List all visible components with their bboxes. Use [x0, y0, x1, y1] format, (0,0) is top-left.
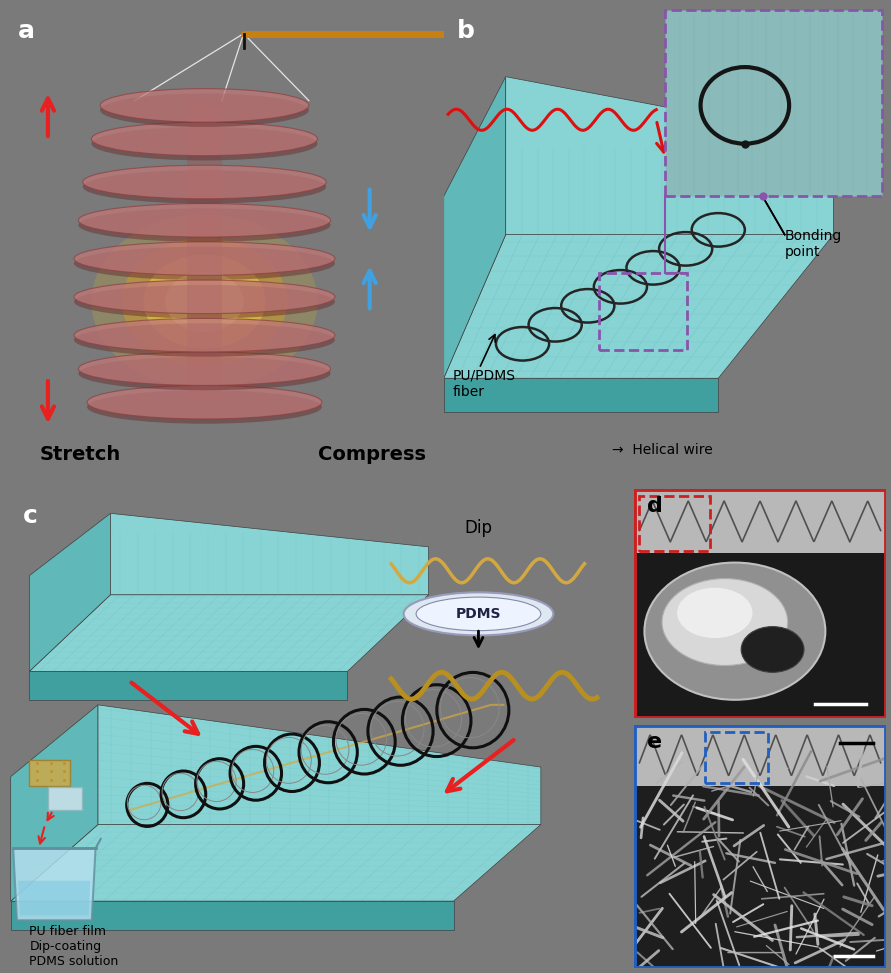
Ellipse shape [74, 323, 335, 357]
Polygon shape [444, 234, 833, 378]
Bar [29, 760, 69, 786]
Ellipse shape [122, 238, 287, 365]
Ellipse shape [83, 170, 326, 203]
Text: c: c [23, 504, 38, 527]
Polygon shape [11, 901, 454, 930]
Ellipse shape [87, 390, 322, 424]
Polygon shape [29, 514, 110, 671]
Polygon shape [11, 704, 98, 901]
Bar [634, 489, 886, 554]
Bar [705, 732, 767, 783]
Bar [634, 786, 886, 968]
Polygon shape [18, 881, 90, 916]
Text: b: b [457, 19, 475, 43]
Text: PDMS: PDMS [455, 607, 502, 621]
Ellipse shape [74, 280, 335, 313]
Ellipse shape [92, 123, 317, 156]
Ellipse shape [78, 203, 331, 237]
Ellipse shape [92, 126, 317, 161]
Ellipse shape [74, 285, 335, 318]
Ellipse shape [78, 208, 331, 242]
Text: Dip: Dip [464, 519, 493, 537]
Ellipse shape [87, 385, 322, 419]
Polygon shape [444, 77, 506, 378]
Text: Compress: Compress [317, 446, 426, 464]
Ellipse shape [677, 588, 753, 638]
Ellipse shape [74, 246, 335, 280]
Bar [599, 273, 687, 349]
Ellipse shape [166, 271, 243, 332]
Text: PU/PDMS
fiber: PU/PDMS fiber [453, 369, 516, 399]
Text: e: e [647, 732, 662, 752]
Polygon shape [110, 514, 429, 595]
Polygon shape [13, 848, 95, 920]
Polygon shape [11, 824, 541, 901]
Bar [187, 100, 222, 402]
Ellipse shape [74, 242, 335, 275]
Text: →  Helical wire: → Helical wire [612, 443, 713, 457]
Bar [634, 554, 886, 718]
Ellipse shape [741, 627, 804, 672]
Bar [48, 787, 82, 811]
Ellipse shape [74, 318, 335, 352]
Polygon shape [444, 378, 718, 412]
Polygon shape [506, 77, 833, 234]
Text: d: d [647, 496, 663, 517]
Ellipse shape [100, 93, 309, 126]
Ellipse shape [143, 255, 266, 348]
Polygon shape [29, 595, 429, 671]
Ellipse shape [662, 579, 788, 666]
Text: PU fiber film
Dip-coating
PDMS solution: PU fiber film Dip-coating PDMS solution [29, 925, 119, 968]
Bar [634, 725, 886, 786]
Ellipse shape [404, 593, 553, 635]
Polygon shape [98, 704, 541, 824]
Text: a: a [18, 19, 35, 43]
Ellipse shape [92, 214, 317, 389]
Polygon shape [29, 671, 347, 700]
Text: Stretch: Stretch [39, 446, 120, 464]
Ellipse shape [83, 165, 326, 198]
Ellipse shape [78, 357, 331, 390]
Text: Bonding
point: Bonding point [785, 229, 842, 260]
Ellipse shape [416, 597, 541, 631]
Bar [640, 496, 710, 551]
Ellipse shape [78, 352, 331, 385]
Ellipse shape [100, 89, 309, 123]
Ellipse shape [644, 562, 825, 700]
Bar [665, 10, 882, 197]
